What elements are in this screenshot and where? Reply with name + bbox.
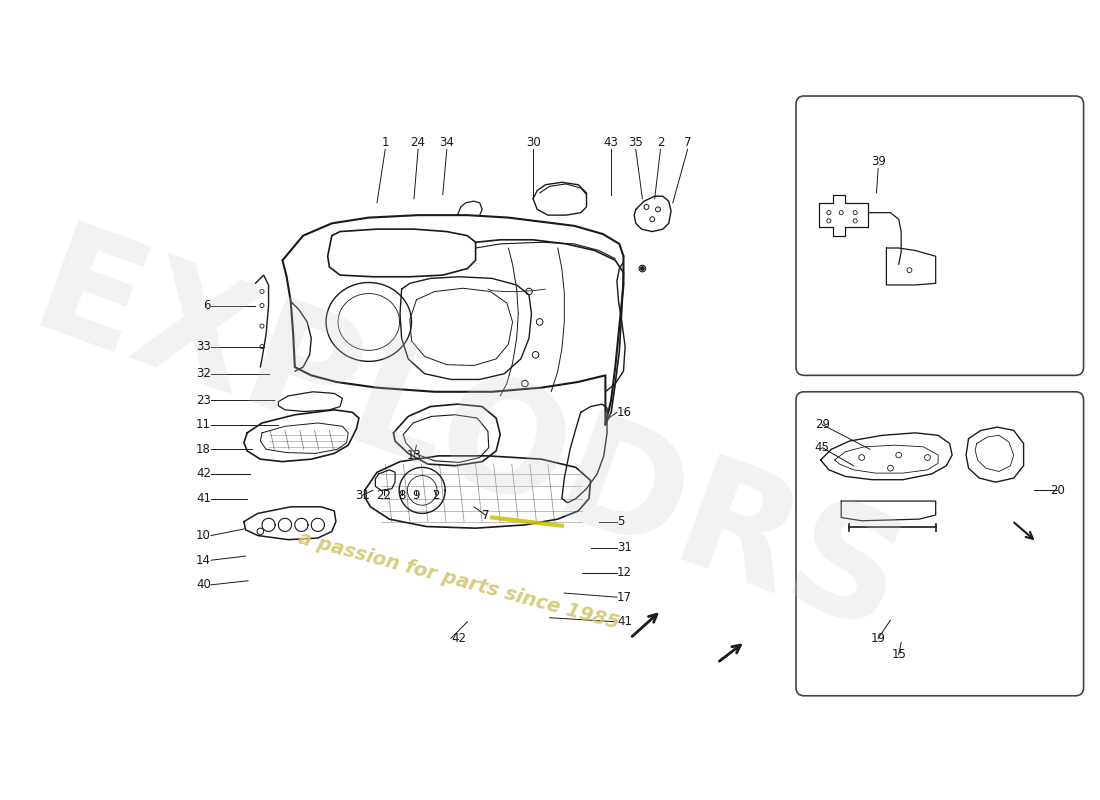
- Text: 31: 31: [617, 542, 631, 554]
- FancyBboxPatch shape: [796, 392, 1084, 696]
- Text: 29: 29: [815, 418, 829, 431]
- Text: 13: 13: [407, 450, 421, 462]
- Text: 17: 17: [617, 590, 631, 604]
- Text: 34: 34: [439, 137, 454, 150]
- Text: a passion for parts since 1985: a passion for parts since 1985: [297, 529, 622, 633]
- Text: 23: 23: [196, 394, 211, 406]
- Text: 7: 7: [482, 509, 490, 522]
- Text: 2: 2: [657, 137, 664, 150]
- Text: 42: 42: [451, 632, 466, 645]
- Text: 45: 45: [815, 441, 829, 454]
- Text: 30: 30: [526, 137, 540, 150]
- Text: 42: 42: [196, 467, 211, 481]
- Text: 5: 5: [617, 515, 625, 528]
- Text: 14: 14: [196, 554, 211, 566]
- Text: 10: 10: [196, 529, 211, 542]
- Text: 41: 41: [617, 615, 631, 628]
- Text: 20: 20: [1049, 484, 1065, 497]
- Text: 33: 33: [196, 340, 211, 353]
- Text: EXPLODRS: EXPLODRS: [14, 215, 921, 666]
- Text: 40: 40: [196, 578, 211, 591]
- Text: 1: 1: [382, 137, 389, 150]
- Text: 16: 16: [617, 406, 631, 419]
- Text: 11: 11: [196, 418, 211, 431]
- Text: 12: 12: [617, 566, 631, 579]
- Text: 2: 2: [432, 489, 440, 502]
- Text: 7: 7: [684, 137, 691, 150]
- Text: 22: 22: [376, 489, 392, 502]
- Text: 8: 8: [398, 489, 405, 502]
- Circle shape: [640, 267, 643, 270]
- Text: 6: 6: [204, 299, 211, 312]
- Text: 18: 18: [196, 442, 211, 456]
- Text: 24: 24: [410, 137, 426, 150]
- Text: 41: 41: [196, 492, 211, 505]
- Text: 31: 31: [355, 489, 370, 502]
- Text: 35: 35: [628, 137, 643, 150]
- Text: 39: 39: [871, 155, 886, 168]
- Text: 32: 32: [196, 367, 211, 380]
- Text: 19: 19: [871, 632, 886, 645]
- Text: 9: 9: [412, 489, 420, 502]
- Text: 15: 15: [891, 648, 906, 661]
- FancyBboxPatch shape: [796, 96, 1084, 375]
- Text: 43: 43: [604, 137, 618, 150]
